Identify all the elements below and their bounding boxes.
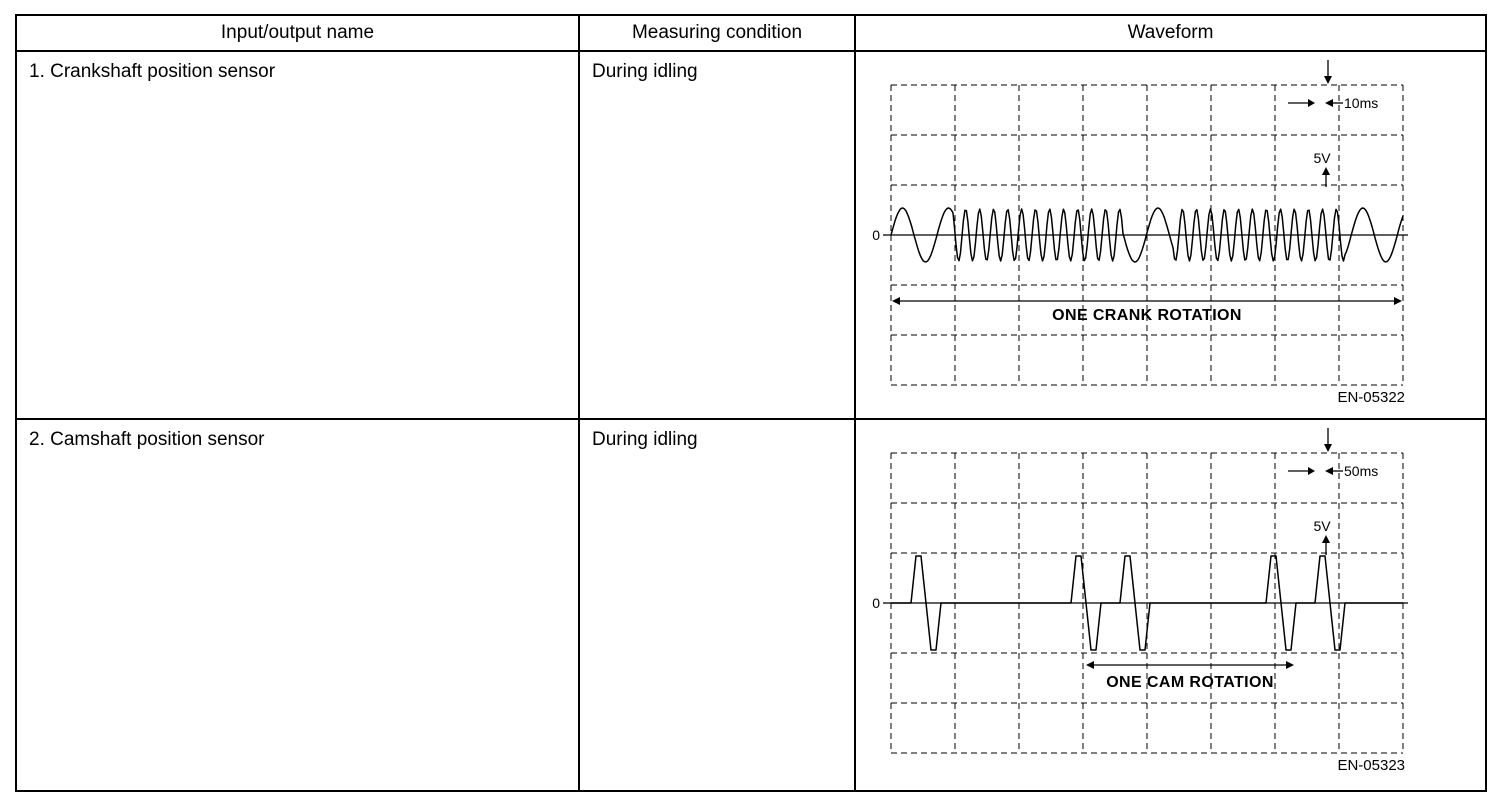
zero-label: 0 <box>872 227 880 243</box>
row1-sensor-name: 1. Crankshaft position sensor <box>17 52 580 420</box>
volt-ref-up-arrow <box>1322 167 1330 187</box>
rotation-span-arrow <box>1086 661 1294 669</box>
time-div-label: 10ms <box>1344 95 1378 111</box>
row1-waveform-cell: 0 10ms 5V <box>856 52 1485 420</box>
header-input-output-name: Input/output name <box>17 16 580 52</box>
volt-div-label: 5V <box>1313 150 1331 166</box>
figure-id: EN-05323 <box>1337 757 1405 774</box>
time-div-arrows <box>1288 99 1343 107</box>
volt-ref-down-arrow <box>1324 60 1332 84</box>
camshaft-waveform-figure: 0 50ms 5V <box>872 428 1408 774</box>
cam-waveform-trace <box>890 555 1404 651</box>
crank-waveform-trace <box>890 207 1404 263</box>
rotation-label: ONE CAM ROTATION <box>1106 674 1274 691</box>
sensor-waveform-table: Input/output name Measuring condition Wa… <box>15 14 1487 792</box>
volt-ref-down-arrow <box>1324 428 1332 452</box>
crankshaft-waveform-figure: 0 10ms 5V <box>872 60 1408 406</box>
row2-waveform-cell: 0 50ms 5V <box>856 420 1485 790</box>
zero-label: 0 <box>872 595 880 611</box>
volt-div-label: 5V <box>1313 518 1331 534</box>
time-div-arrows <box>1288 467 1343 475</box>
row1-measuring-condition: During idling <box>580 52 856 420</box>
figure-id: EN-05322 <box>1337 389 1405 406</box>
row2-measuring-condition: During idling <box>580 420 856 790</box>
header-waveform: Waveform <box>856 16 1485 52</box>
rotation-label: ONE CRANK ROTATION <box>1052 307 1242 324</box>
header-measuring-condition: Measuring condition <box>580 16 856 52</box>
volt-ref-up-arrow <box>1322 535 1330 555</box>
row2-sensor-name: 2. Camshaft position sensor <box>17 420 580 790</box>
time-div-label: 50ms <box>1344 463 1378 479</box>
rotation-span-arrow <box>892 297 1402 305</box>
